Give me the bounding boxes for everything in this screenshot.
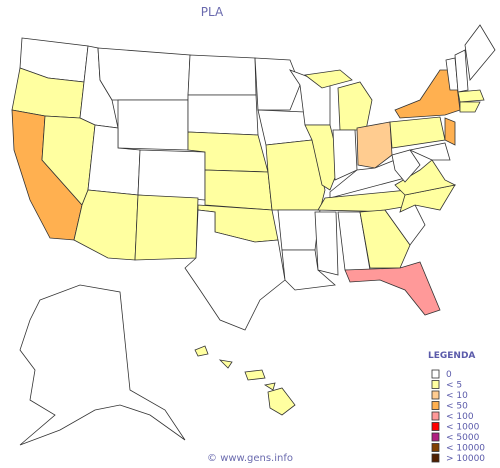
legend-label: < 50 bbox=[446, 402, 468, 412]
oh bbox=[356, 121, 393, 169]
hi-island bbox=[244, 369, 266, 381]
legend-label: < 5 bbox=[446, 381, 462, 391]
sd bbox=[187, 94, 259, 136]
me bbox=[464, 24, 496, 81]
nc bbox=[399, 184, 456, 213]
nj bbox=[444, 117, 456, 146]
legend-swatch bbox=[431, 422, 440, 431]
legend-label: < 5000 bbox=[446, 433, 480, 443]
footer: © www.gens.info bbox=[207, 453, 293, 464]
hi-island bbox=[263, 382, 276, 391]
ms bbox=[314, 211, 339, 276]
legend-swatch bbox=[431, 411, 440, 421]
alaska bbox=[19, 284, 186, 446]
legend-swatch bbox=[431, 432, 440, 442]
legend-label: < 100 bbox=[446, 412, 474, 422]
pa bbox=[389, 116, 446, 149]
ga bbox=[359, 209, 411, 269]
mi bbox=[337, 81, 373, 131]
az bbox=[73, 189, 139, 261]
legend-swatch bbox=[431, 390, 440, 400]
hi-island bbox=[267, 387, 296, 416]
legend-label: < 10000 bbox=[446, 444, 485, 454]
hawaii bbox=[194, 345, 296, 416]
legend-label: < 10 bbox=[446, 391, 468, 401]
nm bbox=[134, 194, 199, 261]
legend-swatch bbox=[431, 369, 440, 379]
ct bbox=[459, 101, 481, 113]
legend-label: 0 bbox=[446, 370, 452, 380]
il bbox=[304, 124, 341, 191]
wv bbox=[391, 149, 421, 183]
legend-label: > 10000 bbox=[446, 454, 485, 464]
nh bbox=[454, 49, 469, 93]
tx bbox=[184, 209, 286, 331]
md bbox=[408, 142, 451, 161]
map-title: PLA bbox=[201, 5, 224, 19]
states bbox=[11, 24, 496, 331]
legend: 0< 5< 10< 50< 100< 1000< 5000< 10000> 10… bbox=[431, 369, 485, 464]
ks bbox=[204, 169, 273, 211]
hi-island bbox=[218, 359, 233, 369]
ma bbox=[457, 89, 485, 103]
hi-island bbox=[194, 345, 209, 357]
legend-label: < 1000 bbox=[446, 423, 480, 433]
legend-swatch bbox=[431, 453, 440, 463]
legend-swatch bbox=[431, 443, 440, 452]
mt bbox=[97, 47, 191, 101]
ar bbox=[277, 209, 321, 251]
legend-swatch bbox=[431, 401, 440, 410]
legend-title: LEGENDA bbox=[428, 351, 475, 361]
fl bbox=[344, 261, 441, 316]
mn bbox=[254, 57, 301, 111]
va bbox=[394, 159, 457, 196]
legend-swatch bbox=[431, 380, 440, 389]
wy bbox=[117, 99, 189, 151]
mi-up bbox=[303, 69, 353, 89]
nd bbox=[187, 54, 257, 96]
la bbox=[281, 249, 336, 291]
co bbox=[137, 149, 206, 201]
